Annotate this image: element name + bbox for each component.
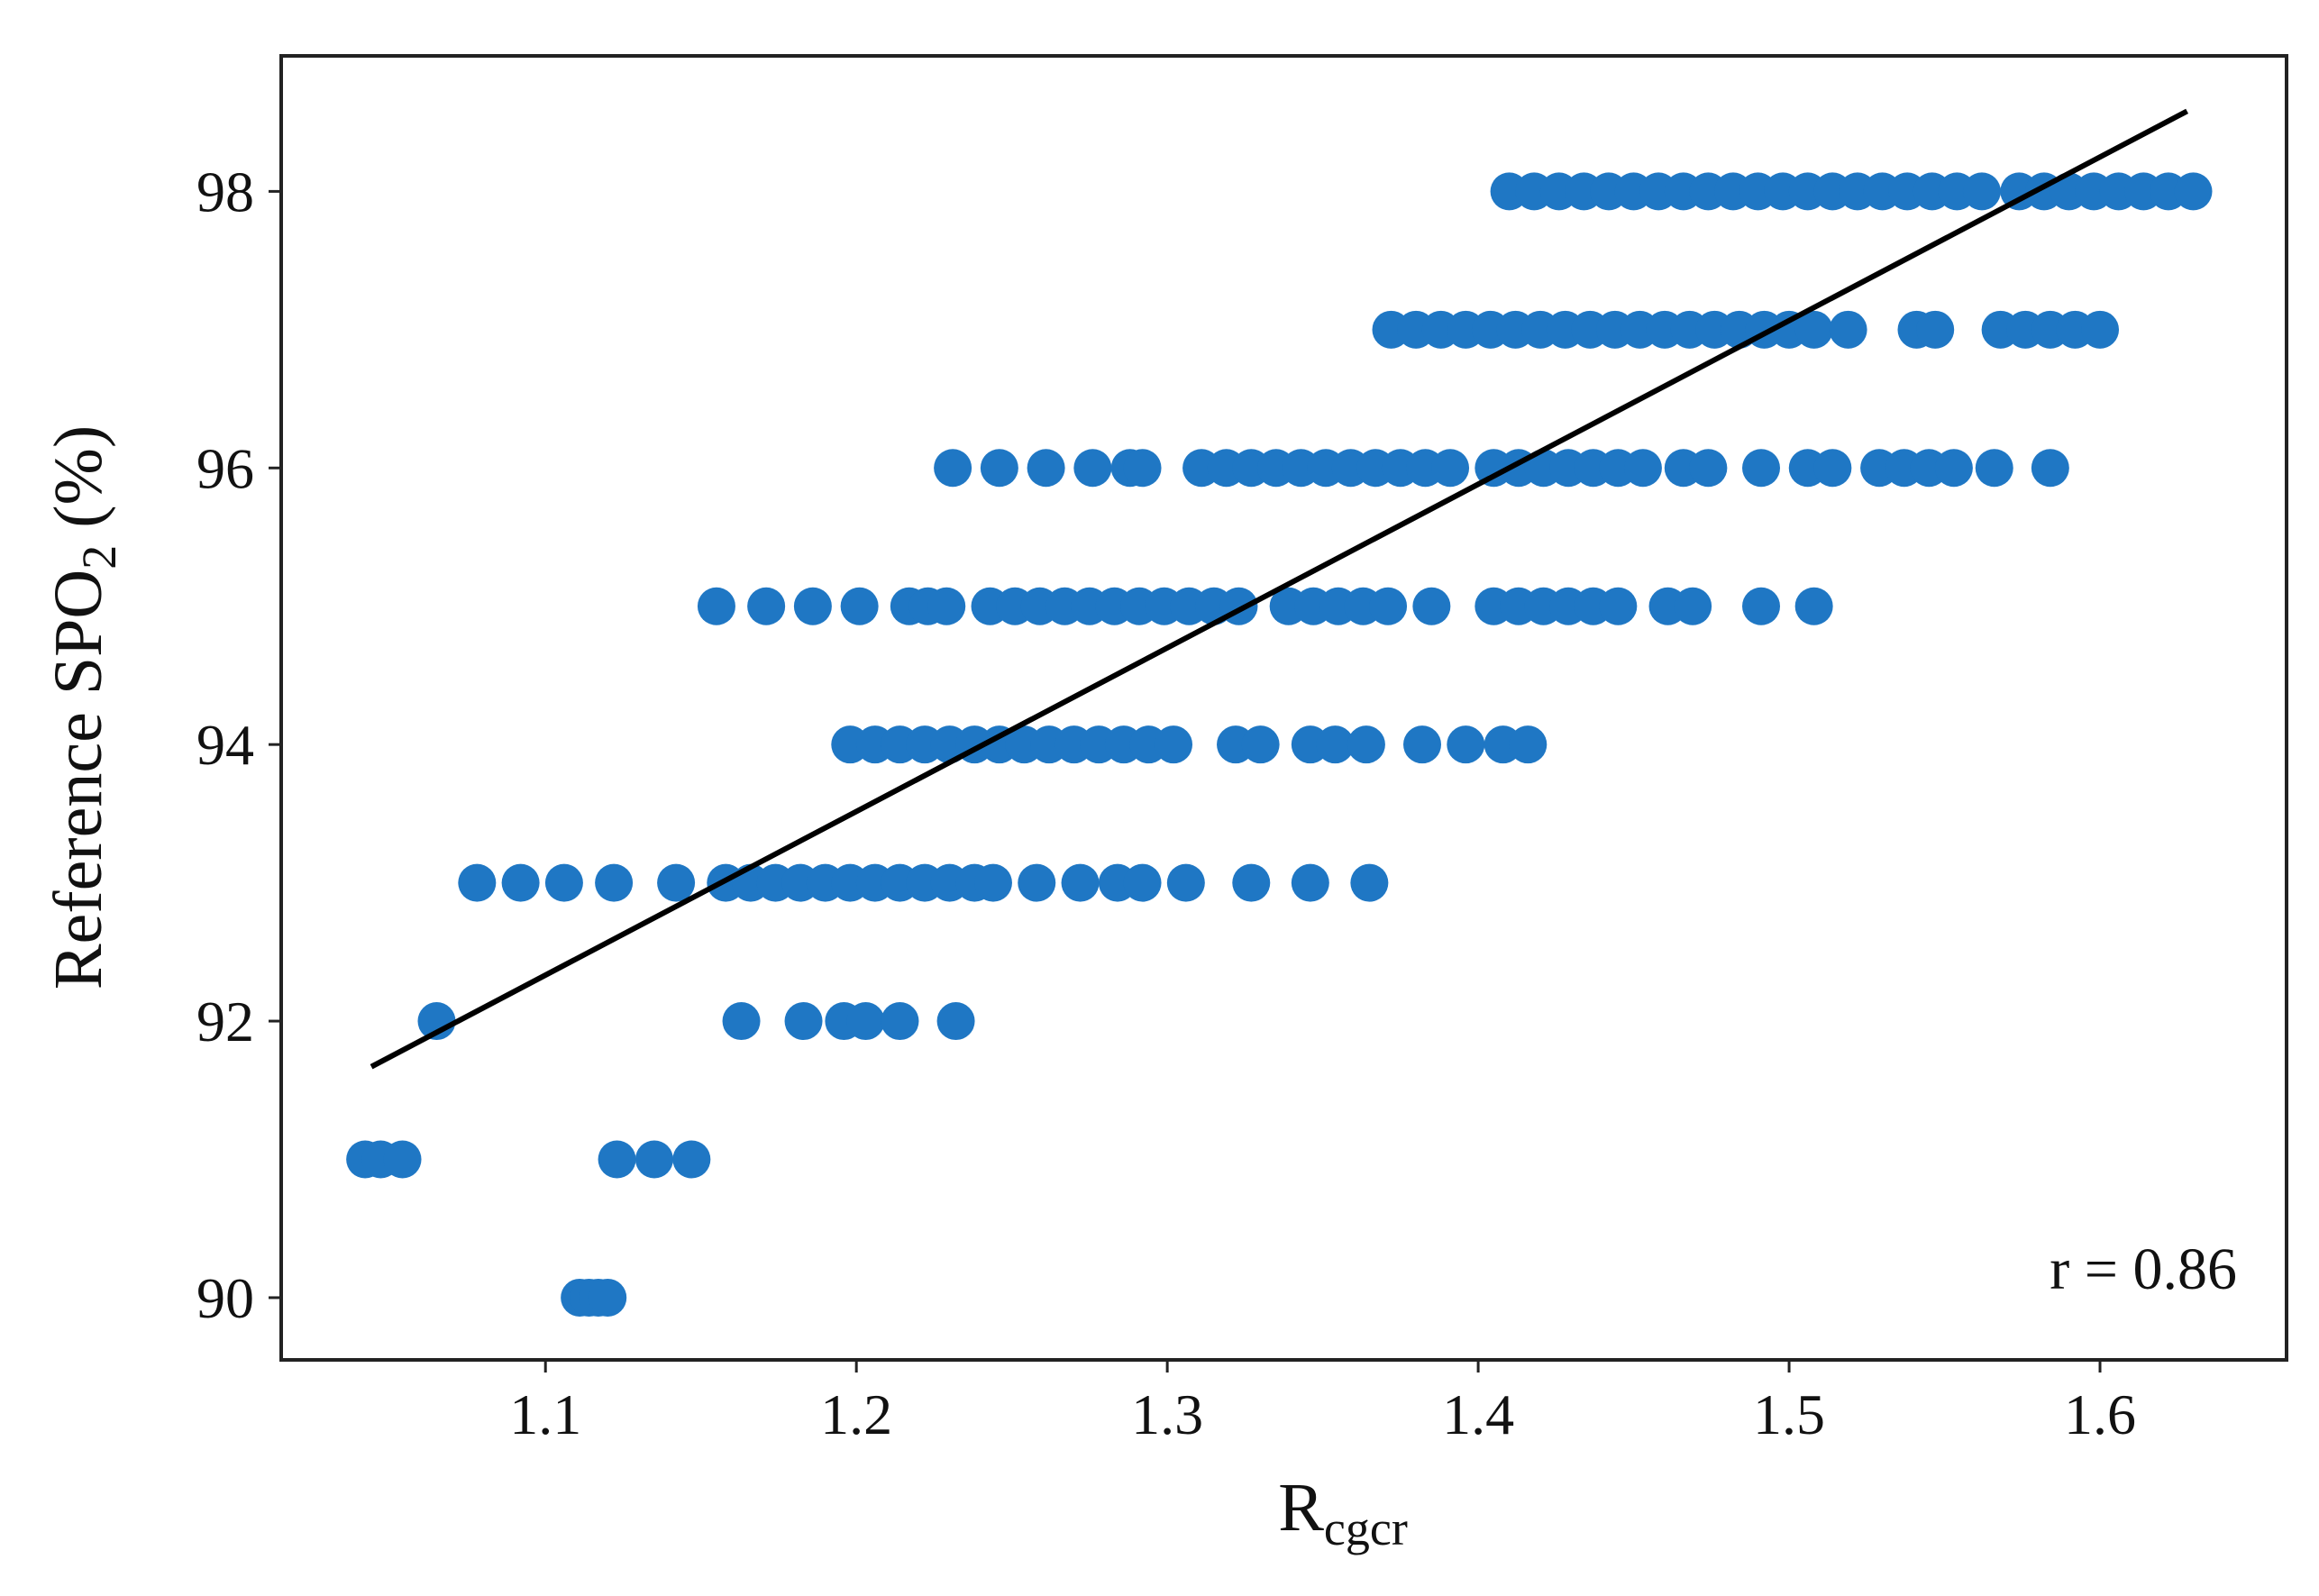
data-point [501, 863, 540, 902]
data-point [1623, 449, 1662, 488]
y-tick-label: 92 [196, 990, 254, 1053]
data-point [1916, 310, 1955, 349]
data-point [1794, 310, 1833, 349]
x-axis-title: Rcgcr [1278, 1470, 1408, 1555]
data-point [657, 863, 696, 902]
regression-line [370, 108, 2189, 1070]
data-point [881, 1002, 919, 1041]
data-point [1934, 449, 1973, 488]
data-point [1061, 863, 1100, 902]
data-point [793, 587, 832, 625]
data-point [936, 1002, 975, 1041]
data-point [784, 1002, 823, 1041]
data-point [1073, 449, 1112, 488]
y-tick-label: 98 [196, 160, 254, 223]
data-point [1155, 725, 1193, 764]
data-point [934, 449, 972, 488]
data-point [1241, 725, 1280, 764]
x-tick-label: 1.2 [820, 1382, 892, 1446]
x-axis: 1.1 1.2 1.3 1.4 1.5 1.6 [509, 1360, 2136, 1446]
data-point [595, 863, 634, 902]
x-tick-label: 1.5 [1753, 1382, 1825, 1446]
data-point [458, 863, 497, 902]
data-point [383, 1140, 422, 1179]
data-point [1813, 449, 1852, 488]
data-point [589, 1278, 627, 1317]
data-point [1599, 587, 1638, 625]
y-tick-label: 90 [196, 1266, 254, 1330]
data-point [1291, 863, 1329, 902]
data-point [973, 863, 1012, 902]
data-point [1509, 725, 1548, 764]
data-point [2174, 172, 2213, 211]
data-point [1975, 449, 2013, 488]
data-point [1794, 587, 1833, 625]
data-point [544, 863, 583, 902]
data-point [840, 587, 879, 625]
data-point [927, 587, 966, 625]
data-point [697, 587, 735, 625]
data-point [1689, 449, 1728, 488]
data-point [1347, 725, 1385, 764]
data-point [1166, 863, 1205, 902]
data-point [1742, 587, 1781, 625]
data-point [2031, 449, 2069, 488]
data-point [1674, 587, 1712, 625]
data-point [635, 1140, 673, 1179]
data-point [1027, 449, 1065, 488]
annotation-r: r = 0.86 [2050, 1236, 2237, 1302]
data-point [1350, 863, 1389, 902]
y-axis: 90 92 94 96 98 [196, 160, 281, 1330]
y-tick-label: 96 [196, 436, 254, 500]
y-tick-label: 94 [196, 713, 254, 777]
data-point [1447, 725, 1485, 764]
data-point [1123, 863, 1162, 902]
data-point [1962, 172, 2001, 211]
data-point [1829, 310, 1867, 349]
y-axis-title: Reference SPO2 (%) [41, 425, 126, 990]
data-point [1018, 863, 1056, 902]
x-tick-label: 1.3 [1131, 1382, 1203, 1446]
data-point [980, 449, 1018, 488]
data-point [747, 587, 786, 625]
x-tick-label: 1.6 [2064, 1382, 2136, 1446]
data-point [1412, 587, 1451, 625]
points-layer [346, 172, 2213, 1317]
data-point [1742, 449, 1781, 488]
data-point [846, 1002, 885, 1041]
data-point [1316, 725, 1355, 764]
data-point [1369, 587, 1408, 625]
x-tick-label: 1.4 [1442, 1382, 1514, 1446]
data-point [1123, 449, 1162, 488]
data-point [1403, 725, 1442, 764]
plot-frame [279, 54, 2288, 1362]
data-point [2081, 310, 2120, 349]
data-point [722, 1002, 761, 1041]
data-point [1232, 863, 1271, 902]
data-point [672, 1140, 711, 1179]
data-point [1431, 449, 1470, 488]
data-point [417, 1002, 456, 1041]
data-point [598, 1140, 636, 1179]
x-tick-label: 1.1 [509, 1382, 581, 1446]
